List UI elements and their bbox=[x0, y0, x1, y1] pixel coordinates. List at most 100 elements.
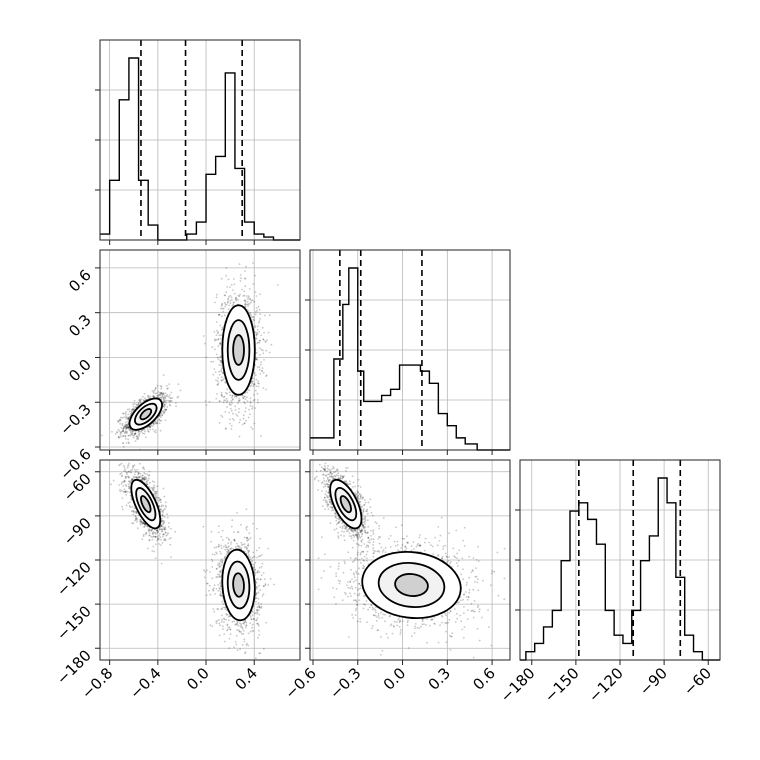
sample-point bbox=[232, 398, 235, 400]
sample-point bbox=[244, 407, 247, 409]
sample-point bbox=[223, 640, 226, 643]
sample-point bbox=[244, 299, 246, 301]
sample-point bbox=[255, 600, 257, 603]
sample-point bbox=[239, 419, 242, 421]
sample-point bbox=[221, 326, 224, 329]
sample-point bbox=[128, 408, 131, 410]
sample-point bbox=[135, 476, 137, 478]
sample-point bbox=[136, 511, 138, 514]
sample-point bbox=[202, 335, 205, 337]
sample-point bbox=[124, 468, 126, 471]
sample-point bbox=[216, 620, 219, 622]
sample-point bbox=[218, 562, 220, 565]
sample-point bbox=[142, 429, 144, 431]
sample-point bbox=[218, 587, 221, 590]
sample-point bbox=[161, 514, 164, 516]
sample-point bbox=[217, 563, 219, 566]
sample-point bbox=[128, 480, 131, 483]
sample-point bbox=[127, 465, 129, 467]
sample-point bbox=[128, 462, 131, 465]
sample-point bbox=[159, 499, 162, 501]
sample-point bbox=[136, 468, 139, 471]
sample-point bbox=[158, 498, 161, 501]
sample-point bbox=[226, 624, 229, 627]
sample-point bbox=[216, 383, 219, 386]
sample-point bbox=[224, 556, 226, 558]
sample-point bbox=[256, 309, 258, 312]
sample-point bbox=[148, 477, 150, 480]
sample-point bbox=[157, 538, 160, 541]
sample-point bbox=[217, 338, 219, 341]
sample-point bbox=[236, 649, 239, 652]
sample-point bbox=[163, 411, 166, 413]
sample-point bbox=[219, 342, 222, 345]
sample-point bbox=[245, 546, 247, 549]
sample-point bbox=[124, 434, 127, 437]
sample-point bbox=[219, 550, 221, 553]
sample-point bbox=[252, 522, 255, 525]
sample-point bbox=[232, 289, 234, 291]
sample-point bbox=[140, 431, 142, 433]
density-contour bbox=[226, 319, 251, 381]
sample-point bbox=[153, 481, 156, 483]
sample-point bbox=[241, 633, 243, 635]
sample-point bbox=[154, 491, 157, 494]
sample-point bbox=[170, 527, 172, 530]
sample-point bbox=[264, 584, 267, 586]
sample-point bbox=[135, 518, 137, 521]
sample-point bbox=[125, 431, 127, 433]
sample-point bbox=[249, 298, 251, 301]
sample-point bbox=[251, 611, 254, 613]
sample-point bbox=[157, 394, 160, 396]
sample-point bbox=[233, 283, 236, 285]
sample-point bbox=[257, 569, 259, 572]
sample-point bbox=[160, 525, 163, 527]
sample-point bbox=[177, 383, 180, 386]
sample-point bbox=[163, 520, 166, 523]
sample-point bbox=[126, 475, 129, 478]
sample-point bbox=[247, 310, 250, 312]
sample-point bbox=[147, 396, 150, 399]
sample-point bbox=[219, 359, 222, 362]
sample-point bbox=[228, 619, 230, 622]
sample-point bbox=[122, 445, 125, 448]
sample-point bbox=[139, 399, 142, 402]
sample-point bbox=[227, 300, 229, 303]
sample-point bbox=[265, 375, 267, 378]
sample-point bbox=[139, 520, 141, 523]
sample-point bbox=[213, 610, 216, 613]
sample-point bbox=[238, 545, 241, 548]
sample-point bbox=[145, 481, 148, 484]
sample-point bbox=[158, 497, 161, 499]
sample-point bbox=[224, 606, 226, 609]
sample-point bbox=[126, 471, 129, 474]
sample-point bbox=[258, 341, 261, 344]
sample-point bbox=[226, 406, 228, 408]
sample-point bbox=[155, 529, 158, 532]
sample-point bbox=[238, 397, 240, 400]
sample-point bbox=[231, 620, 234, 623]
sample-point bbox=[220, 364, 223, 367]
sample-point bbox=[256, 609, 259, 611]
sample-point bbox=[164, 531, 167, 534]
sample-point bbox=[256, 332, 259, 335]
sample-point bbox=[258, 547, 261, 549]
sample-point bbox=[238, 408, 240, 410]
sample-point bbox=[253, 422, 256, 425]
sample-point bbox=[152, 533, 155, 535]
sample-point bbox=[164, 526, 167, 529]
sample-point bbox=[225, 545, 228, 548]
sample-point bbox=[162, 511, 164, 514]
sample-point bbox=[217, 382, 220, 385]
sample-point bbox=[213, 331, 216, 333]
sample-point bbox=[221, 600, 224, 603]
sample-point bbox=[126, 417, 129, 419]
sample-point bbox=[142, 522, 145, 524]
sample-point bbox=[150, 487, 153, 489]
sample-point bbox=[227, 299, 230, 301]
sample-point bbox=[205, 356, 208, 359]
sample-point bbox=[251, 405, 254, 408]
histogram-panel-0 bbox=[95, 39, 301, 245]
sample-point bbox=[254, 325, 257, 327]
sample-point bbox=[258, 652, 261, 655]
